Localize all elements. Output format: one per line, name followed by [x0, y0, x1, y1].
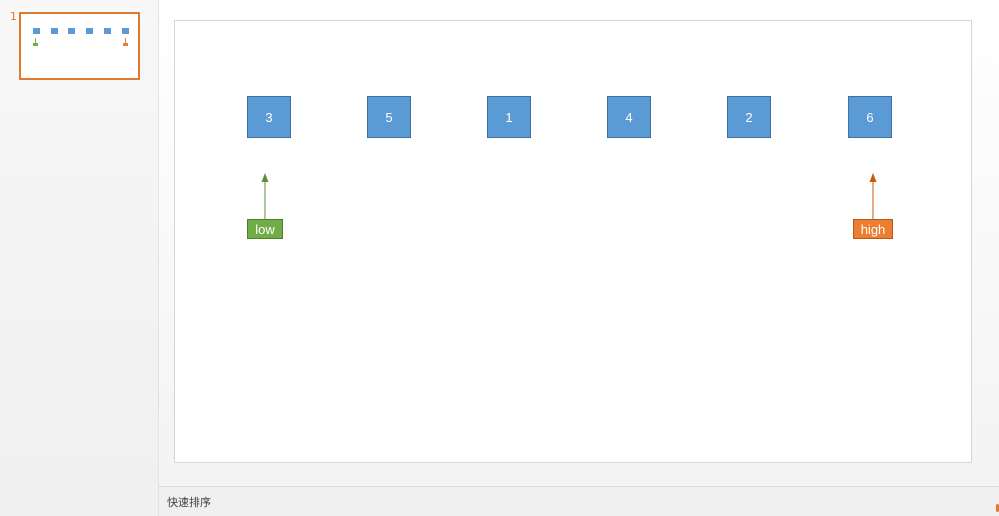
high-label[interactable]: high [853, 219, 893, 239]
slide-number: 1 [10, 10, 17, 23]
array-box-6[interactable]: 6 [848, 96, 892, 138]
array-box-2[interactable]: 5 [367, 96, 411, 138]
thumbnail-box-3 [68, 28, 75, 34]
notes-text[interactable]: 快速排序 [167, 494, 211, 510]
low-label[interactable]: low [247, 219, 283, 239]
low-arrow-icon[interactable] [260, 172, 270, 220]
slide-thumbnail[interactable] [19, 12, 140, 80]
thumbnail-box-1 [33, 28, 40, 34]
array-box-1[interactable]: 3 [247, 96, 291, 138]
thumbnail-box-4 [86, 28, 93, 34]
slide-thumbnail-pane: 1 [0, 0, 159, 516]
high-arrow-icon[interactable] [868, 172, 878, 220]
slide-canvas[interactable] [174, 20, 972, 463]
array-box-4[interactable]: 4 [607, 96, 651, 138]
thumbnail-low-label [33, 43, 38, 46]
thumbnail-box-5 [104, 28, 111, 34]
thumbnail-high-label [123, 43, 128, 46]
thumbnail-box-6 [122, 28, 129, 34]
notes-pane[interactable]: 快速排序 [159, 486, 999, 516]
array-box-3[interactable]: 1 [487, 96, 531, 138]
thumbnail-box-2 [51, 28, 58, 34]
array-box-5[interactable]: 2 [727, 96, 771, 138]
